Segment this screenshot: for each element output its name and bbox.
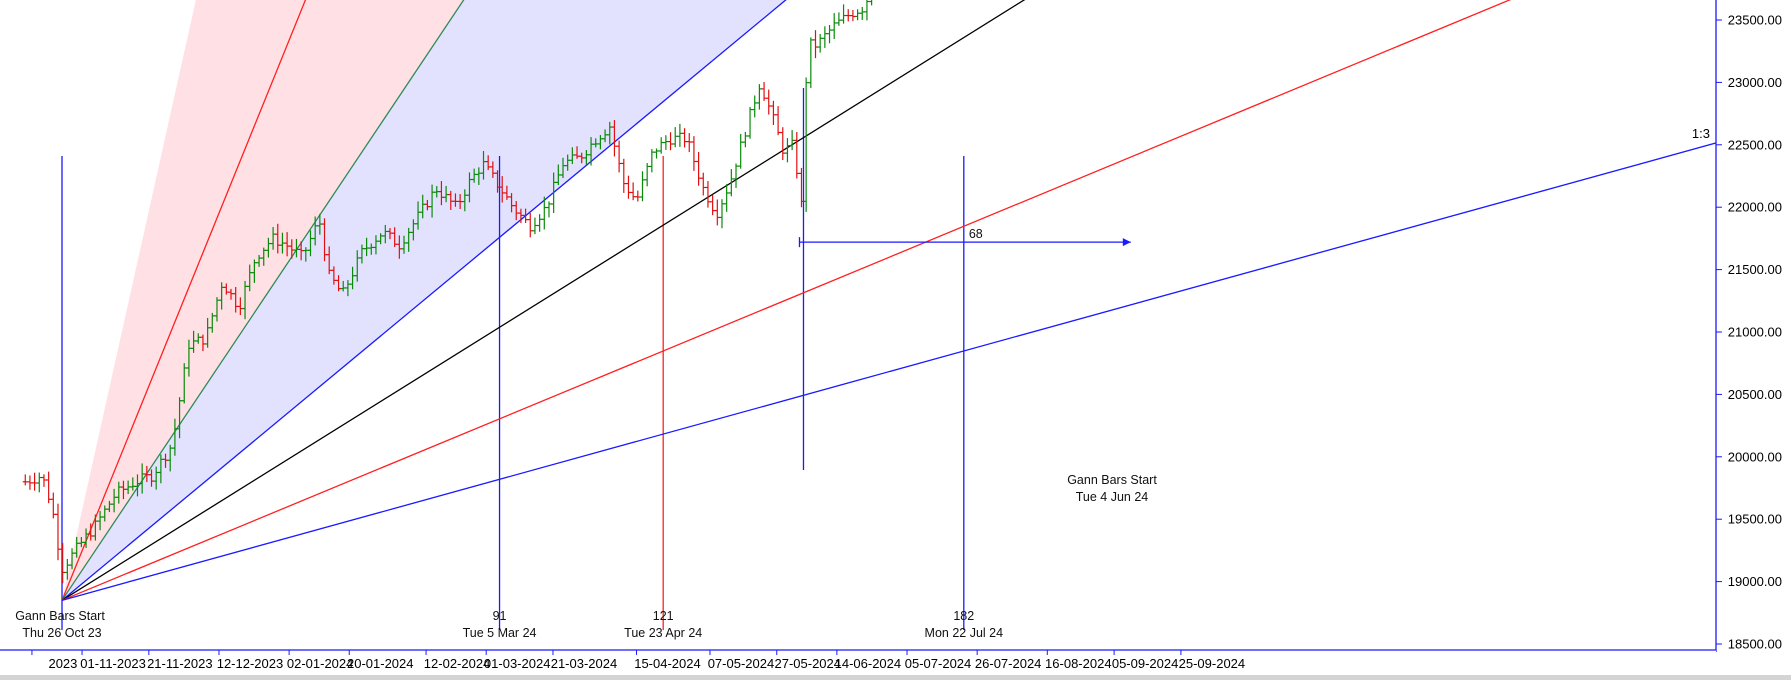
y-tick-label: 22500.00 <box>1728 137 1782 152</box>
marker-date-label: Tue 23 Apr 24 <box>624 626 702 640</box>
x-tick-label: 01-03-2024 <box>484 656 551 671</box>
x-tick-label: 26-07-2024 <box>975 656 1042 671</box>
marker-date-label: Tue 5 Mar 24 <box>463 626 537 640</box>
y-tick-label: 19000.00 <box>1728 574 1782 589</box>
fan-line-layer <box>61 0 1716 601</box>
price-bar-layer <box>22 0 873 584</box>
y-tick-label: 19500.00 <box>1728 512 1782 527</box>
x-tick-label: 12-02-2024 <box>424 656 491 671</box>
y-tick-label: 20500.00 <box>1728 387 1782 402</box>
y-tick-label: 21500.00 <box>1728 262 1782 277</box>
gann-start-label: Gann Bars Start <box>1067 473 1157 487</box>
x-tick-label: 14-06-2024 <box>835 656 902 671</box>
x-tick-label: 21-11-2023 <box>147 656 213 671</box>
y-tick-label: 23500.00 <box>1728 13 1782 28</box>
y-axis: 18500.00 19000.00 19500.00 20000.00 20500.00… <box>1715 0 1791 680</box>
marker-count-label: 121 <box>653 609 674 623</box>
ray-arrowhead <box>1122 238 1131 247</box>
gann-start-date: Tue 4 Jun 24 <box>1076 490 1149 504</box>
x-tick-label: 12-12-2023 <box>217 656 284 671</box>
x-tick-label: 2023 <box>48 656 77 671</box>
x-tick-label: 21-03-2024 <box>551 656 618 671</box>
y-tick-label: 23000.00 <box>1728 75 1782 90</box>
ray-count-label: 68 <box>969 227 983 241</box>
x-tick-label: 02-01-2024 <box>287 656 354 671</box>
marker-count-label: 182 <box>953 609 974 623</box>
marker-count-label: 91 <box>493 609 507 623</box>
fan-line <box>61 0 1512 601</box>
x-tick-label: 16-08-2024 <box>1045 656 1112 671</box>
x-tick-label: 27-05-2024 <box>775 656 842 671</box>
gann-start-date: Thu 26 Oct 23 <box>22 626 101 640</box>
x-tick-label: 01-11-2023 <box>80 656 146 671</box>
fan-line <box>61 0 787 601</box>
y-axis-background <box>1716 0 1791 680</box>
fan-line <box>61 0 1026 601</box>
x-tick-label: 25-09-2024 <box>1179 656 1246 671</box>
vertical-marker-layer <box>61 88 965 630</box>
y-tick-label: 20000.00 <box>1728 449 1782 464</box>
x-tick-label: 20-01-2024 <box>347 656 414 671</box>
marker-date-label: Mon 22 Jul 24 <box>925 626 1004 640</box>
x-tick-label: 15-04-2024 <box>634 656 701 671</box>
x-axis: 2023 01-11-2023 21-11-2023 12-12-2023 02-01-… <box>0 649 1791 680</box>
annotation-layer: 91 Tue 5 Mar 24 121 Tue 23 Apr 24 182 Mon 22 … <box>15 126 1710 640</box>
fan-fill-layer <box>62 0 786 601</box>
y-tick-label: 21000.00 <box>1728 325 1782 340</box>
x-tick-label: 05-09-2024 <box>1112 656 1179 671</box>
fan-ratio-label: 1:3 <box>1692 126 1710 141</box>
y-tick-label: 22000.00 <box>1728 200 1782 215</box>
x-tick-label: 05-07-2024 <box>905 656 972 671</box>
bottom-strip <box>0 675 1791 680</box>
fan-line <box>61 0 465 601</box>
fan-line <box>61 142 1716 601</box>
x-tick-label: 07-05-2024 <box>708 656 775 671</box>
y-tick-label: 18500.00 <box>1728 637 1782 652</box>
gann-start-label: Gann Bars Start <box>15 609 105 623</box>
